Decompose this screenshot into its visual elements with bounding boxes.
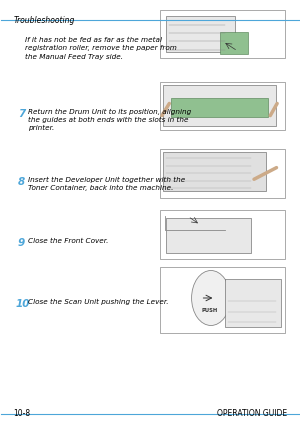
Text: If it has not be fed as far as the metal
registration roller, remove the paper f: If it has not be fed as far as the metal…	[25, 37, 177, 60]
Text: OPERATION GUIDE: OPERATION GUIDE	[217, 409, 287, 418]
Text: 8: 8	[18, 177, 25, 187]
FancyBboxPatch shape	[220, 32, 248, 54]
Text: Close the Front Cover.: Close the Front Cover.	[28, 238, 109, 244]
FancyBboxPatch shape	[160, 267, 285, 333]
Text: Troubleshooting: Troubleshooting	[13, 16, 75, 25]
FancyBboxPatch shape	[160, 149, 285, 198]
Text: Insert the Developer Unit together with the
Toner Container, back into the machi: Insert the Developer Unit together with …	[28, 177, 185, 191]
Text: 10-8: 10-8	[13, 409, 30, 418]
FancyBboxPatch shape	[164, 85, 276, 126]
Text: 10: 10	[15, 299, 30, 309]
Text: Return the Drum Unit to its position, aligning
the guides at both ends with the : Return the Drum Unit to its position, al…	[28, 109, 191, 131]
Text: PUSH: PUSH	[201, 308, 218, 313]
FancyBboxPatch shape	[225, 279, 281, 326]
FancyBboxPatch shape	[160, 210, 285, 259]
Text: 7: 7	[18, 109, 25, 119]
FancyBboxPatch shape	[160, 10, 285, 58]
FancyBboxPatch shape	[160, 82, 285, 130]
Text: Close the Scan Unit pushing the Lever.: Close the Scan Unit pushing the Lever.	[28, 299, 169, 305]
FancyBboxPatch shape	[164, 152, 266, 191]
FancyBboxPatch shape	[171, 98, 268, 116]
FancyBboxPatch shape	[166, 218, 251, 252]
FancyBboxPatch shape	[166, 16, 235, 52]
Text: 9: 9	[18, 238, 25, 248]
Circle shape	[192, 271, 230, 326]
